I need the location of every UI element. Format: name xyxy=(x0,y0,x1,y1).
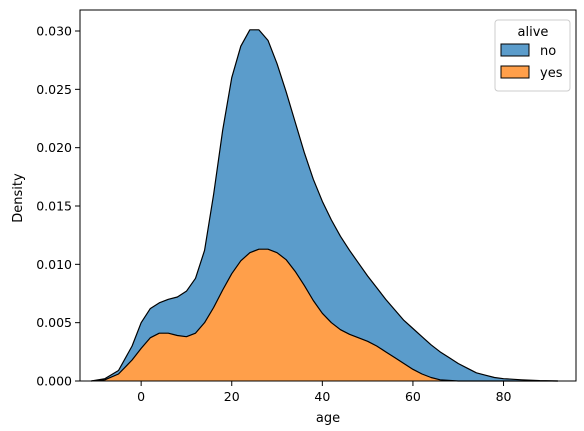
x-tick-label: 80 xyxy=(496,389,512,404)
x-axis-label: age xyxy=(316,411,340,426)
y-tick-label: 0.025 xyxy=(36,82,72,97)
y-axis-label: Density xyxy=(11,173,26,223)
area-yes xyxy=(91,249,558,381)
legend-title: alive xyxy=(518,25,549,40)
plot-areas xyxy=(91,29,558,382)
legend: alive no yes xyxy=(494,19,571,92)
x-tick-label: 0 xyxy=(137,389,145,404)
legend-swatch-yes xyxy=(500,65,530,79)
axes: 0 20 40 60 80 0.000 0.005 0.010 0.015 0.020 0.025 0… xyxy=(36,9,577,404)
plot-frame xyxy=(79,9,577,382)
line-yes xyxy=(91,248,558,382)
x-tick-label: 40 xyxy=(314,389,330,404)
y-tick-label: 0.015 xyxy=(36,199,72,214)
x-tick-label: 60 xyxy=(405,389,421,404)
legend-entry-yes: yes xyxy=(540,66,563,81)
y-tick-label: 0.010 xyxy=(36,257,72,272)
y-tick-label: 0.020 xyxy=(36,140,72,155)
y-tick-label: 0.000 xyxy=(36,374,72,389)
x-tick-label: 20 xyxy=(224,389,240,404)
line-no xyxy=(91,29,558,382)
y-tick-label: 0.005 xyxy=(36,315,72,330)
y-tick-label: 0.030 xyxy=(36,24,72,39)
legend-entry-no: no xyxy=(540,44,556,59)
area-no xyxy=(91,29,558,382)
legend-swatch-no xyxy=(500,43,530,57)
